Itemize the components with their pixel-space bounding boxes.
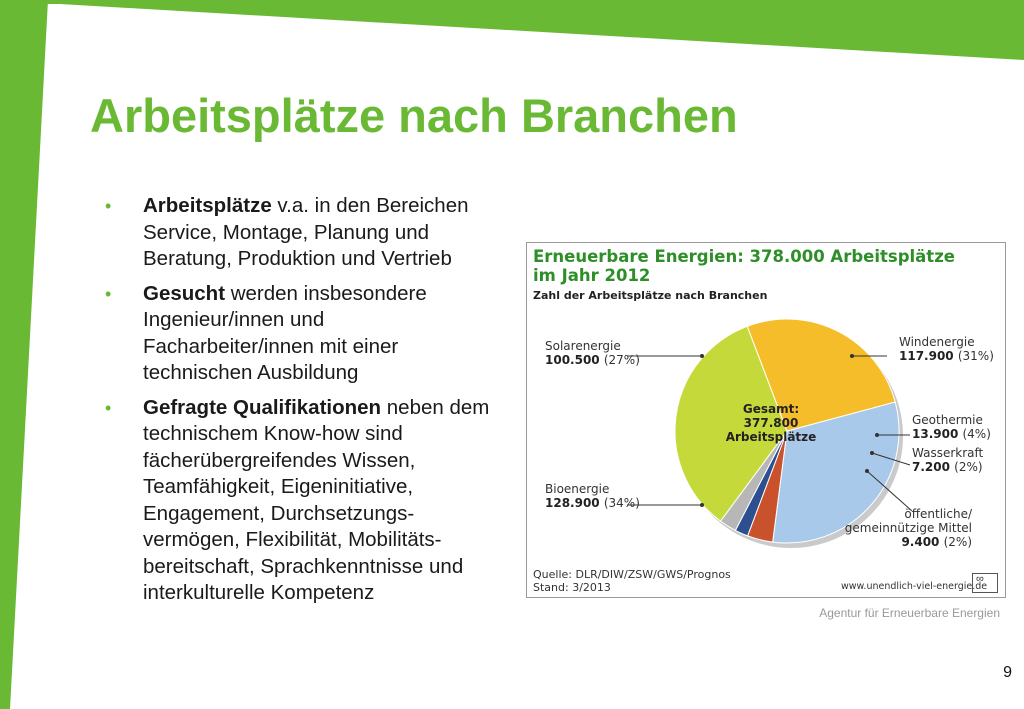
chart-url: www.unendlich-viel-energie.de <box>841 581 988 592</box>
bullet-dot-icon: • <box>105 283 112 304</box>
pie-slice-value: 100.500 (27%) <box>545 353 640 367</box>
bullet-dot-icon: • <box>105 196 112 216</box>
pie-slice <box>746 318 896 432</box>
pie-slice <box>772 401 900 544</box>
pie-leader-dot <box>875 433 879 437</box>
pie-slice-name: öffentliche/ <box>904 507 973 521</box>
chart-source: Quelle: DLR/DIW/ZSW/GWS/Prognos Stand: 3… <box>533 568 731 594</box>
bullet-bold: Gefragte Qualifikationen <box>143 395 382 419</box>
chart-source-line1: Quelle: DLR/DIW/ZSW/GWS/Prognos <box>533 568 731 581</box>
infinity-logo-icon: ∞ <box>972 573 998 593</box>
pie-chart-panel: Erneuerbare Energien: 378.000 Arbeitsplä… <box>526 242 1006 598</box>
pie-slice-name: Solarenergie <box>545 339 621 353</box>
left-green-band <box>0 0 48 709</box>
pie-leader-dot <box>700 354 704 358</box>
bullet-item: • Gefragte Qualifikationen neben dem tech… <box>100 395 500 607</box>
bullet-text: v.a. in den Bereichen Service, Montage, … <box>143 194 469 270</box>
pie-slice-value: 13.900 (4%) <box>912 427 991 441</box>
chart-title-line1: Erneuerbare Energien: 378.000 Arbeitsplä… <box>533 247 955 266</box>
pie-leader-line <box>866 470 913 512</box>
pie-slice-value: 9.400 (2%) <box>901 535 972 549</box>
bullet-dot-icon: • <box>105 397 112 418</box>
chart-title: Erneuerbare Energien: 378.000 Arbeitsplä… <box>533 247 955 285</box>
pie-slice-name: Wasserkraft <box>912 446 984 460</box>
chart-source-line2: Stand: 3/2013 <box>533 581 611 594</box>
top-green-band <box>0 0 1024 60</box>
pie-slice-value: 128.900 (34%) <box>545 496 640 510</box>
bullet-bold: Gesucht <box>143 281 226 305</box>
bullet-bold: Arbeitsplätze <box>143 194 272 217</box>
pie-leader-line <box>871 452 911 466</box>
pie-center-label: 377.800 <box>744 416 799 430</box>
pie-leader-dot <box>870 451 874 455</box>
pie-slice-name: Bioenergie <box>545 482 609 496</box>
bullet-text: werden insbesondere Ingenieur/innen und … <box>143 281 427 385</box>
page-number: 9 <box>1003 664 1012 681</box>
pie-leader-dot <box>865 469 869 473</box>
bullet-item: • Gesucht werden insbesondere Ingenieur/i… <box>100 281 500 387</box>
image-credit: Agentur für Erneuerbare Energien <box>819 606 1000 620</box>
pie-leader-dot <box>700 503 704 507</box>
pie-slice-value: 7.200 (2%) <box>912 460 983 474</box>
pie-slice-name: gemeinnützige Mittel <box>845 521 972 535</box>
slide-title: Arbeitsplätze nach Branchen <box>90 89 738 142</box>
chart-title-line2: im Jahr 2012 <box>533 266 651 285</box>
pie-slice <box>674 325 788 522</box>
pie-leader-dot <box>850 354 854 358</box>
pie-slice-value: 117.900 (31%) <box>899 349 994 363</box>
bullet-list: • Arbeitsplätze v.a. in den Bereichen Ser… <box>100 193 500 615</box>
pie-slice-name: Windenergie <box>899 335 975 349</box>
pie-slice-name: Geothermie <box>912 413 983 427</box>
pie-center-label: Arbeitsplätze <box>726 430 817 444</box>
chart-subtitle: Zahl der Arbeitsplätze nach Branchen <box>533 289 768 302</box>
bullet-item: • Arbeitsplätze v.a. in den Bereichen Ser… <box>100 193 500 273</box>
bullet-text: neben dem technischem Know-how sind fäch… <box>143 395 490 605</box>
pie-center-label: Gesamt: <box>743 402 799 416</box>
